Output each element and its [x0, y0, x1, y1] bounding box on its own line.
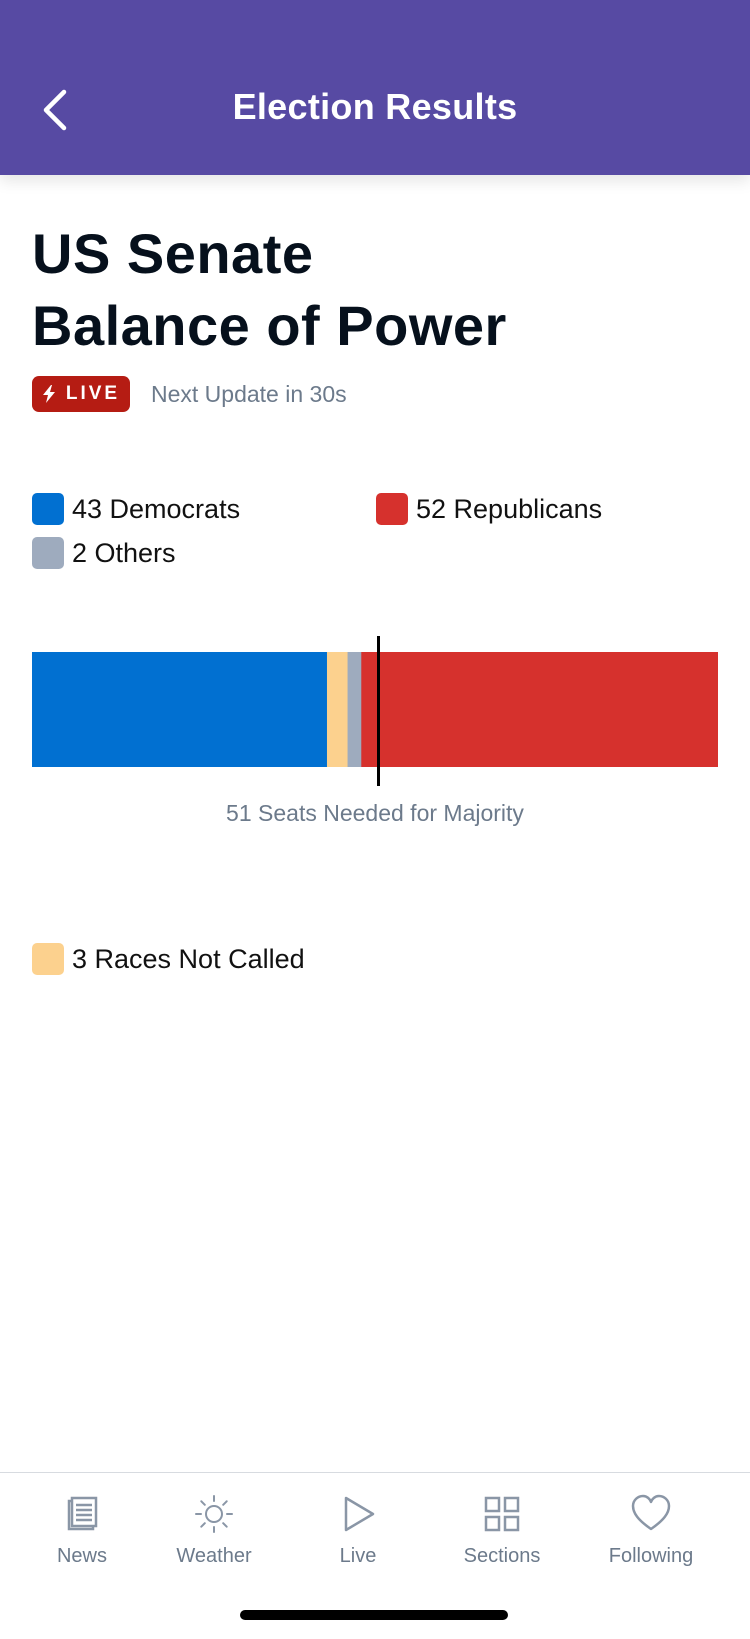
page-title-line1: US Senate — [32, 222, 314, 285]
bottom-tab-bar: News Weather Live — [0, 1472, 750, 1639]
grid-icon — [484, 1496, 520, 1532]
tab-weather-label: Weather — [176, 1545, 252, 1567]
others-label: 2 Others — [72, 537, 176, 568]
chevron-left-icon — [43, 89, 67, 131]
tab-weather[interactable]: Weather — [164, 1473, 264, 1583]
next-update-text: Next Update in 30s — [151, 381, 347, 407]
republicans-label: 52 Republicans — [416, 493, 603, 524]
others-swatch — [32, 537, 64, 569]
home-indicator — [240, 1610, 508, 1620]
legend-not-called: 3 Races Not Called — [32, 943, 305, 975]
heart-icon — [631, 1494, 671, 1531]
tab-live[interactable]: Live — [308, 1473, 408, 1583]
tab-news-label: News — [56, 1545, 107, 1567]
bar-segment-others — [347, 652, 362, 767]
senate-balance-bar — [32, 652, 718, 767]
not-called-label: 3 Races Not Called — [72, 943, 305, 974]
sun-icon — [195, 1495, 233, 1533]
tab-following-label: Following — [608, 1545, 694, 1567]
live-label: LIVE — [65, 383, 121, 404]
tab-sections[interactable]: Sections — [452, 1473, 552, 1583]
live-badge: LIVE — [32, 376, 130, 412]
news-icon — [67, 1496, 98, 1531]
majority-marker-line — [377, 636, 381, 786]
republicans-swatch — [376, 493, 408, 525]
democrats-label: 43 Democrats — [72, 493, 241, 524]
legend-democrats: 43 Democrats — [32, 493, 240, 525]
tab-following[interactable]: Following — [596, 1473, 706, 1583]
lightning-bolt-icon — [42, 385, 55, 403]
tab-news[interactable]: News — [32, 1473, 132, 1583]
tab-sections-label: Sections — [463, 1545, 541, 1567]
tab-live-label: Live — [339, 1545, 377, 1567]
bar-segment-not-called — [326, 652, 349, 767]
header-title: Election Results — [232, 86, 518, 127]
majority-label: 51 Seats Needed for Majority — [226, 800, 524, 826]
page-title: US Senate Balance of Power — [32, 218, 507, 362]
not-called-swatch — [32, 943, 64, 975]
democrats-swatch — [32, 493, 64, 525]
bar-segment-democrats — [32, 652, 328, 767]
bar-segment-republicans — [361, 652, 718, 767]
legend-republicans: 52 Republicans — [376, 493, 602, 525]
legend-others: 2 Others — [32, 537, 176, 569]
app-header: Election Results — [0, 0, 750, 175]
page-title-line2: Balance of Power — [32, 294, 507, 357]
back-button[interactable] — [34, 84, 78, 136]
play-icon — [344, 1496, 375, 1532]
